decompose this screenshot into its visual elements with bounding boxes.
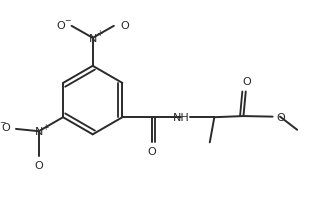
Text: O: O bbox=[242, 77, 251, 87]
Text: +: + bbox=[42, 123, 48, 132]
Text: +: + bbox=[96, 29, 102, 38]
Text: O: O bbox=[57, 21, 65, 31]
Text: O: O bbox=[276, 113, 285, 123]
Text: −: − bbox=[0, 118, 5, 127]
Text: O: O bbox=[34, 161, 43, 171]
Text: O: O bbox=[2, 123, 10, 133]
Text: −: − bbox=[64, 16, 70, 25]
Text: O: O bbox=[147, 147, 156, 157]
Text: N: N bbox=[88, 34, 97, 44]
Text: N: N bbox=[35, 127, 43, 137]
Text: NH: NH bbox=[173, 113, 190, 123]
Text: O: O bbox=[120, 21, 129, 31]
